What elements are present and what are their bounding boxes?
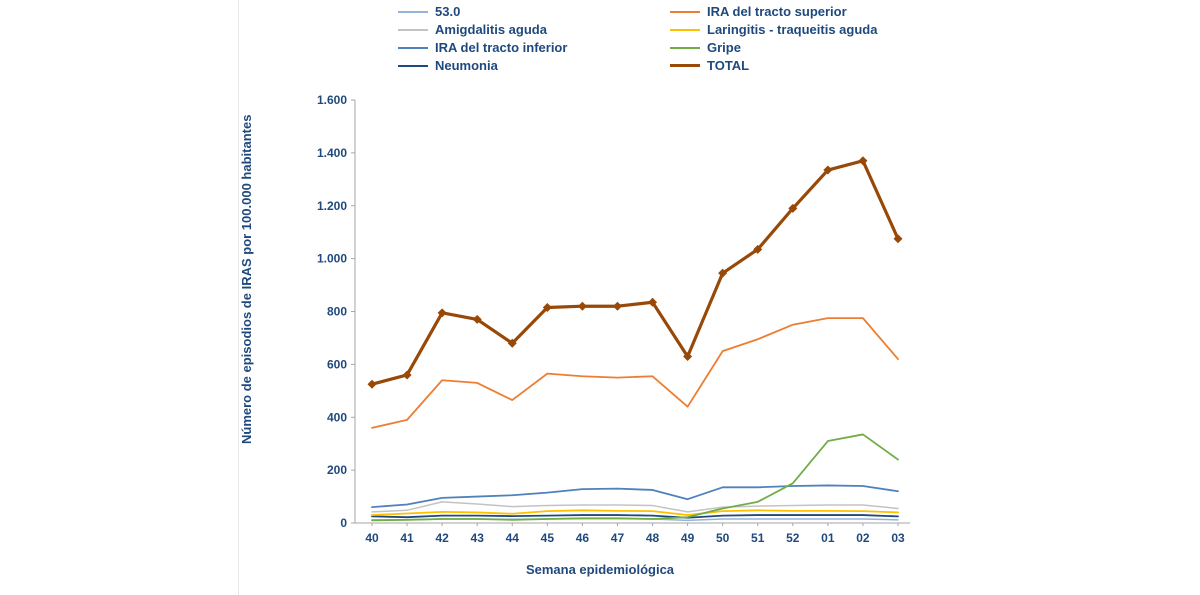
- series-marker: [472, 314, 482, 324]
- x-tick-label: 01: [821, 531, 835, 545]
- series-marker: [718, 268, 728, 278]
- legend-item-amigdalitis-aguda: Amigdalitis aguda: [398, 22, 670, 37]
- series-marker: [437, 308, 447, 318]
- x-tick-label: 43: [471, 531, 485, 545]
- series-line: [371, 433, 899, 522]
- series-line: [371, 509, 899, 516]
- x-tick-label: 47: [611, 531, 625, 545]
- legend-swatch-neumonia: [398, 64, 428, 67]
- series-marker: [648, 297, 658, 307]
- series-marker: [823, 165, 833, 175]
- series-marker: [683, 351, 693, 361]
- series-line: [371, 484, 899, 509]
- series-marker: [577, 301, 587, 311]
- series-marker: [788, 203, 798, 213]
- legend-item-ira-del-tracto-superior: IRA del tracto superior: [670, 4, 877, 19]
- legend-item-gripe: Gripe: [670, 40, 877, 55]
- x-axis-title: Semana epidemiológica: [525, 562, 675, 577]
- series-marker: [612, 301, 622, 311]
- x-tick-label: 51: [751, 531, 765, 545]
- series-marker: [402, 370, 412, 380]
- x-tick-label: 52: [786, 531, 800, 545]
- x-tick-label: 50: [716, 531, 730, 545]
- legend-item-53-0: 53.0: [398, 4, 670, 19]
- x-tick-label: 49: [681, 531, 695, 545]
- y-tick-label: 400: [327, 410, 347, 424]
- y-tick-label: 600: [327, 357, 347, 371]
- legend-swatch-gripe: [670, 46, 700, 49]
- x-tick-label: 48: [646, 531, 660, 545]
- y-tick-label: 200: [327, 463, 347, 477]
- x-tick-label: 45: [541, 531, 555, 545]
- x-tick-label: 44: [506, 531, 520, 545]
- legend-swatch-total: [670, 63, 700, 68]
- series-line: [371, 317, 899, 429]
- legend-swatch-ira-del-tracto-inferior: [398, 46, 428, 49]
- axes: [351, 99, 910, 526]
- legend-label: IRA del tracto inferior: [435, 40, 568, 55]
- legend-label: Gripe: [707, 40, 741, 55]
- y-tick-label: 0: [340, 516, 347, 530]
- x-tick-label: 02: [856, 531, 870, 545]
- y-tick-label: 1.400: [317, 146, 347, 160]
- y-tick-label: 1.200: [317, 199, 347, 213]
- legend-swatch-ira-del-tracto-superior: [670, 10, 700, 13]
- legend-swatch-laringitis-traqueitis-aguda: [670, 28, 700, 31]
- series-marker: [542, 303, 552, 313]
- y-tick-label: 800: [327, 305, 347, 319]
- legend-item-neumonia: Neumonia: [398, 58, 670, 73]
- y-axis-title: Número de episodios de IRAS por 100.000 …: [239, 114, 254, 444]
- y-tick-label: 1.000: [317, 252, 347, 266]
- legend-label: IRA del tracto superior: [707, 4, 847, 19]
- legend-swatch-amigdalitis-aguda: [398, 28, 428, 31]
- legend-label: Neumonia: [435, 58, 498, 73]
- series-marker: [753, 244, 763, 254]
- legend-item-total: TOTAL: [670, 58, 877, 73]
- x-tick-label: 41: [400, 531, 414, 545]
- series-marker: [893, 234, 903, 244]
- image-edge-divider: [238, 0, 239, 595]
- chart-legend: 53.0 IRA del tracto superior Amigdalitis…: [398, 4, 877, 73]
- legend-label: TOTAL: [707, 58, 750, 73]
- x-tick-label: 46: [576, 531, 590, 545]
- legend-label: 53.0: [435, 4, 461, 19]
- series-line: [371, 514, 899, 519]
- legend-item-ira-del-tracto-inferior: IRA del tracto inferior: [398, 40, 670, 55]
- y-tick-label: 1.600: [317, 93, 347, 107]
- series-line: [370, 159, 900, 386]
- series-marker: [858, 156, 868, 166]
- legend-label: Laringitis - traqueitis aguda: [707, 22, 878, 37]
- series-marker: [507, 338, 517, 348]
- x-tick-label: 03: [891, 531, 905, 545]
- legend-label: Amigdalitis aguda: [435, 22, 547, 37]
- legend-item-laringitis-traqueitis-aguda: Laringitis - traqueitis aguda: [670, 22, 877, 37]
- x-tick-label: 42: [435, 531, 449, 545]
- series-line: [371, 501, 899, 513]
- series-marker: [367, 379, 377, 389]
- legend-swatch-53-0: [398, 10, 428, 13]
- x-tick-label: 40: [365, 531, 379, 545]
